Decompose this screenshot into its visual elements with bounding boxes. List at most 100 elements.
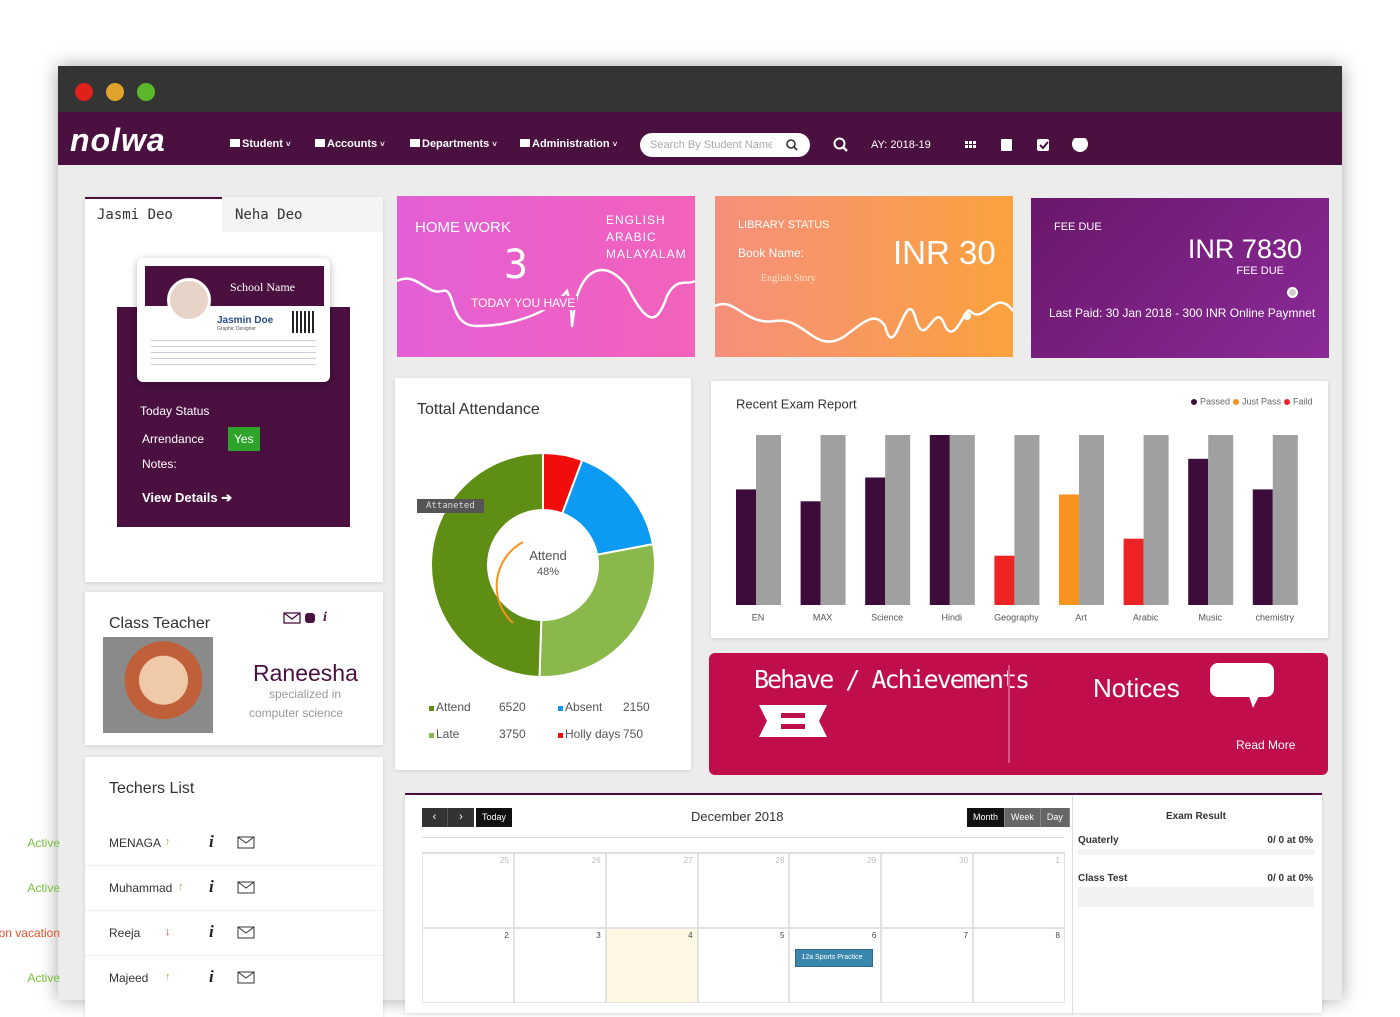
teacher-status: on vacation [0,926,60,940]
behave-title[interactable]: Behave / Achievements [754,665,1030,694]
donut-chart [430,451,656,678]
mail-icon[interactable] [237,881,255,895]
legend-label: Faild [1293,396,1313,406]
day-cell [789,853,882,928]
day-header-row [422,838,1065,853]
attendance-title: Tottal Attendance [417,401,540,418]
result-value: 0/ 0 at 0% [1267,835,1313,846]
subject: ENGLISH [606,213,666,227]
day-number: 25 [499,856,509,865]
view-button[interactable]: Week [1005,808,1041,827]
info-icon[interactable]: i [209,967,214,986]
tab[interactable]: Neha Deo [222,197,383,232]
center-label: Attend [529,548,567,563]
day-number: 6 [871,931,877,940]
search-button[interactable] [833,137,849,153]
bar [1079,435,1104,605]
teacher-name: Raneesha [253,660,358,686]
legend-swatch [429,733,434,738]
menu-item[interactable]: Departments ˅ [410,138,497,150]
legend-label: Passed [1200,396,1230,406]
max-dot[interactable] [137,83,155,101]
result-label: Class Test [1078,873,1128,884]
mail-icon[interactable] [237,971,255,985]
subject: ARABIC [606,230,657,244]
info-icon[interactable]: i [209,922,214,941]
donut-segment [560,458,655,556]
view-button[interactable]: Day [1040,808,1070,827]
bar [1123,538,1144,605]
view-button[interactable]: Month [967,808,1006,827]
exam-report-card: Recent Exam Report EN MAX Science Hindi Geog… [711,381,1328,638]
menu-item[interactable]: Accounts ˅ [315,138,385,150]
mail-icon[interactable] [237,836,255,850]
search-box[interactable]: Search By Student Name [640,133,810,157]
tab[interactable]: Jasmi Deo [85,197,222,232]
legend-label: Attend [436,700,471,714]
id-role: Graphic Designer [217,326,256,332]
info-icon[interactable]: i [209,877,214,896]
teacher-status: Active [27,836,60,850]
bar [820,435,846,605]
day-cell [973,853,1065,928]
mail-flap [237,971,255,979]
id-photo [167,278,211,322]
calendar-nav: ‹ › Today [422,808,513,827]
teacher-photo [103,637,213,733]
class-teacher-title: Class Teacher [109,615,211,632]
fee-last-paid: Last Paid: 30 Jan 2018 - 300 INR Online … [1049,306,1316,320]
behave-notices-card: Behave / Achievements Notices Read More [709,653,1328,775]
search-icon[interactable] [786,139,798,151]
mail-flap [237,836,255,844]
homework-title: HOME WORK [415,219,511,236]
menu-label: Accounts [327,138,378,150]
prev-button[interactable]: ‹ [422,808,448,827]
legend-item: Late [429,727,459,741]
calendar-card: ‹ › Today December 2018 Month Week Day 25 2… [405,793,1322,1015]
contact-icons[interactable]: i [283,610,333,626]
view-details[interactable]: View Details ➔ [142,490,233,505]
notices-title[interactable]: Notices [1093,673,1180,703]
day-cell [697,853,790,928]
academic-year[interactable]: AY: 2018-19 [871,139,931,151]
x-tick-label: MAX [813,612,833,622]
calendar-title: December 2018 [691,809,784,824]
next-button[interactable]: › [448,808,474,827]
min-dot[interactable] [106,83,124,101]
result-bar [1078,887,1314,907]
notes-label: Notes: [142,457,177,471]
today-button[interactable]: Today [476,808,513,827]
legend-item: Holly days [558,727,620,741]
day-number: 30 [959,856,969,865]
bar-chart: Recent Exam Report EN MAX Science Hindi Geog… [736,396,1313,622]
info-icon[interactable]: i [209,832,214,851]
legend-swatch [558,733,563,738]
day-number: 2 [504,931,509,940]
menu-item[interactable]: Administration ˅ [520,138,617,150]
menu-item[interactable]: Student ˅ [230,138,291,150]
speech-icon [1210,663,1274,708]
wave [715,301,1013,343]
close-dot[interactable] [75,83,93,101]
x-tick-label: Geography [994,612,1039,622]
legend-item: Absent [558,700,602,714]
day-number: 4 [688,931,693,940]
result-bar [1078,849,1314,855]
bar [1188,458,1209,605]
event[interactable]: 12a Sports Practice [795,949,874,967]
read-more[interactable]: Read More [1236,738,1296,752]
ticket-icon [759,705,827,737]
bar [865,477,886,605]
link-text[interactable]: View Details [142,490,218,505]
caret: ˅ [285,140,291,149]
menu-icon [315,139,325,147]
mail-body [237,971,255,984]
legend-item: Attend [429,700,471,714]
calendar-grid: 25 26 27 28 29 30 1 2 3 4 5 6 7 8 12a Sports Practice [422,837,1065,1017]
legend-label: Late [436,727,460,741]
logo[interactable]: nolwa [70,122,166,158]
x-tick-label: chemistry [1256,612,1295,622]
bar [929,435,950,605]
mail-icon[interactable] [237,926,255,940]
day-number: 3 [596,931,601,940]
